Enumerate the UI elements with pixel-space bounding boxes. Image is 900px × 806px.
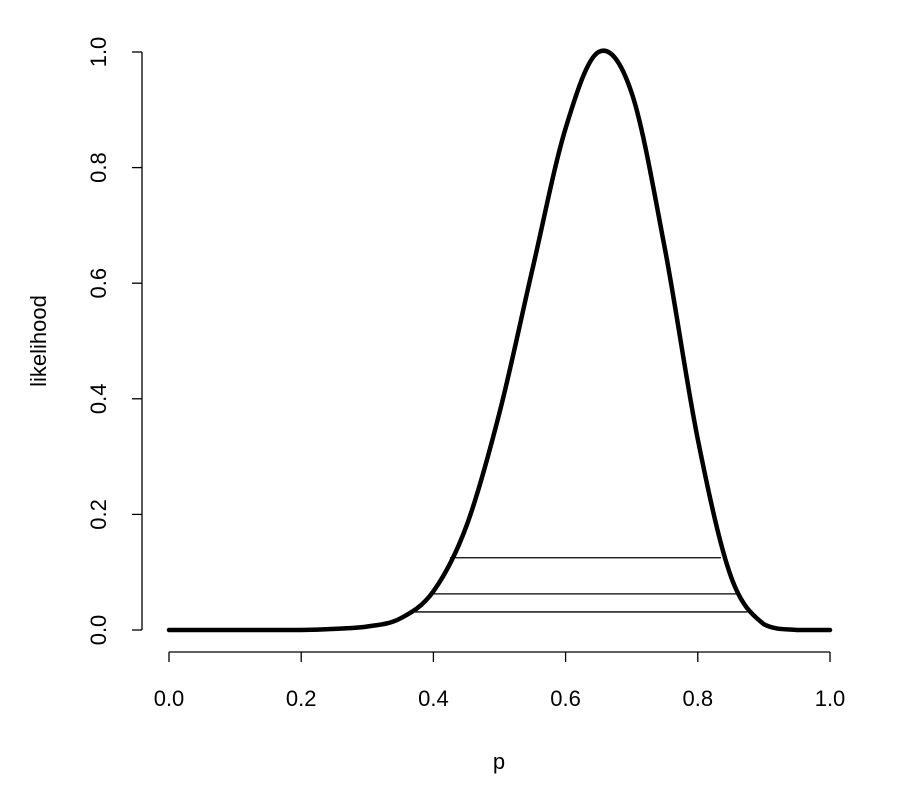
likelihood-cut-lines: [410, 557, 748, 613]
x-tick-label: 1.0: [815, 686, 846, 711]
y-tick-label: 0.2: [86, 499, 111, 530]
x-tick-label: 0.0: [154, 686, 185, 711]
y-axis-title: likelihood: [26, 295, 51, 387]
y-tick-label: 1.0: [86, 37, 111, 68]
likelihood-curve-layer: [166, 48, 833, 633]
x-tick-label: 0.4: [418, 686, 449, 711]
y-tick-label: 0.6: [86, 268, 111, 299]
x-tick-label: 0.6: [550, 686, 581, 711]
y-tick-label: 0.4: [86, 384, 111, 415]
x-axis: 0.0 0.2 0.4 0.6 0.8 1.0: [154, 651, 846, 711]
x-tick-label: 0.8: [683, 686, 714, 711]
x-tick-label: 0.2: [286, 686, 317, 711]
y-axis: 0.0 0.2 0.4 0.6 0.8 1.0: [86, 37, 143, 646]
x-axis-title: p: [493, 749, 505, 774]
likelihood-curve: [166, 48, 833, 633]
y-tick-label: 0.0: [86, 615, 111, 646]
y-tick-label: 0.8: [86, 152, 111, 183]
